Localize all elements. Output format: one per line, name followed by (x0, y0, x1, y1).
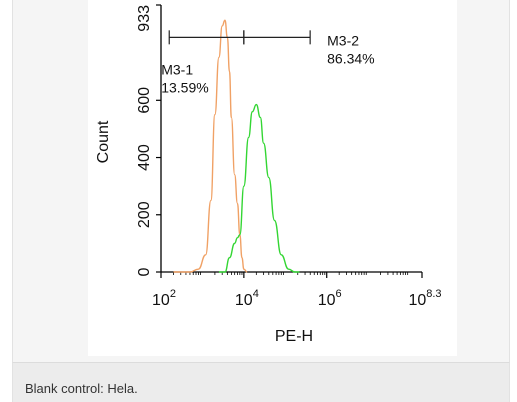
flow-cytometry-figure: 102 104 106 108.3 0 200 400 600 933 M3-1 13.59% M… (88, 0, 457, 356)
y-ticks: 0 200 400 600 933 (136, 4, 161, 276)
histogram-series (173, 19, 300, 273)
y-tick-label: 400 (136, 144, 153, 171)
gate-percent: 86.34% (327, 50, 374, 66)
y-tick-label: 600 (136, 87, 153, 114)
figure-caption: Blank control: Hela. (25, 381, 138, 396)
x-tick-label: 102 (152, 288, 176, 309)
figure-panel: 102 104 106 108.3 0 200 400 600 933 M3-1 13.59% M… (12, 0, 510, 362)
gate-name: M3-2 (327, 32, 359, 48)
gate-percent: 13.59% (161, 79, 208, 95)
x-tick-label: 106 (318, 288, 342, 309)
gate-name: M3-1 (161, 61, 193, 77)
histogram-line (218, 103, 300, 273)
x-tick-label: 104 (235, 288, 259, 309)
y-axis-label: Count (95, 120, 112, 163)
y-tick-label: 0 (136, 267, 153, 276)
x-axis-label: PE-H (275, 328, 313, 345)
y-tick-label: 933 (136, 5, 153, 32)
x-tick-label: 108.3 (408, 288, 441, 309)
x-major-ticks: 102 104 106 108.3 (152, 272, 442, 309)
caption-bar: Blank control: Hela. (12, 362, 510, 402)
y-tick-label: 200 (136, 201, 153, 228)
gate-markers: M3-1 13.59% M3-2 86.34% (161, 30, 375, 95)
histogram-line (173, 19, 248, 273)
